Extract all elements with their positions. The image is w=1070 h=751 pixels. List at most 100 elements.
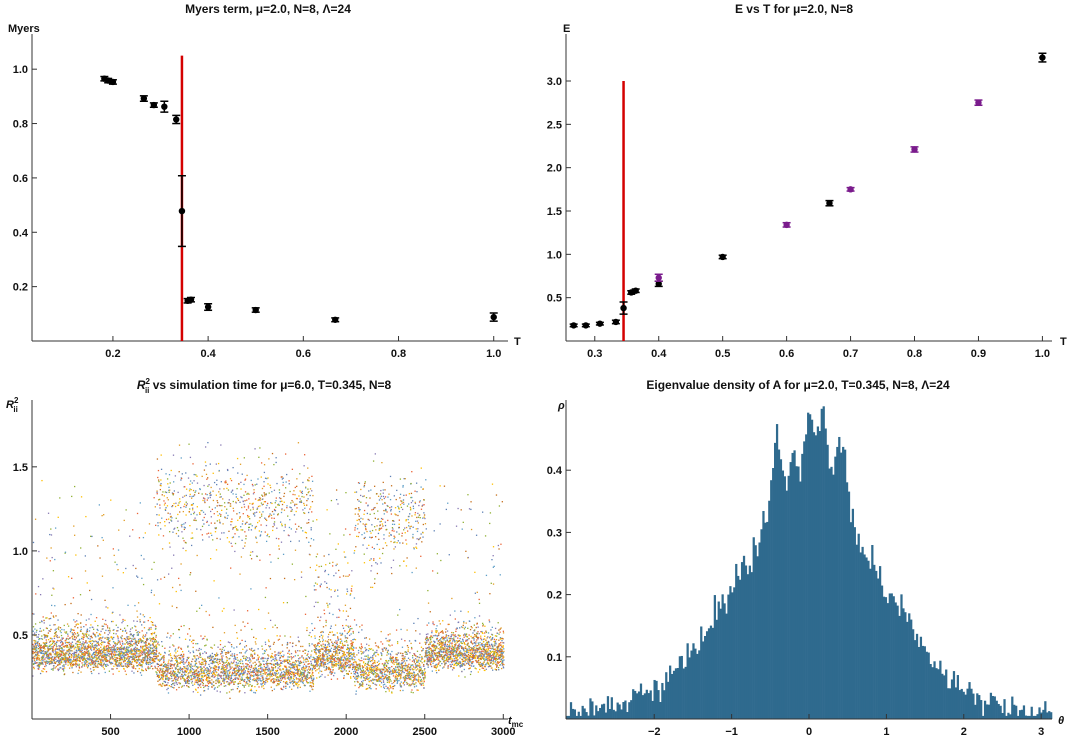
mc-sample-point <box>301 527 302 528</box>
mc-sample-point <box>33 653 34 654</box>
mc-sample-point <box>269 676 270 677</box>
mc-sample-point <box>194 657 195 658</box>
mc-sample-point <box>101 640 102 641</box>
mc-sample-point <box>280 673 281 674</box>
mc-sample-point <box>209 670 210 671</box>
mc-sample-point <box>242 529 243 530</box>
mc-sample-point <box>299 540 300 541</box>
mc-sample-point <box>220 659 221 660</box>
mc-sample-point <box>261 664 262 665</box>
mc-sample-point <box>135 626 136 627</box>
mc-sample-point <box>228 682 229 683</box>
mc-sample-point <box>112 663 113 664</box>
mc-sample-point <box>270 502 271 503</box>
mc-sample-point <box>275 667 276 668</box>
mc-sample-point <box>292 646 293 647</box>
mc-sample-point <box>157 681 158 682</box>
mc-sample-point <box>54 605 55 606</box>
mc-sample-point <box>115 655 116 656</box>
mc-sample-point <box>188 657 189 658</box>
mc-sample-point <box>117 666 118 667</box>
mc-sample-point <box>257 478 258 479</box>
mc-sample-point <box>85 624 86 625</box>
mc-sample-point <box>162 671 163 672</box>
mc-sample-point <box>65 645 66 646</box>
mc-sample-point <box>114 555 115 556</box>
mc-sample-point <box>265 501 266 502</box>
mc-sample-point <box>221 481 222 482</box>
mc-sample-point <box>211 672 212 673</box>
mc-sample-point <box>41 647 42 648</box>
mc-sample-point <box>160 479 161 480</box>
mc-sample-point <box>238 686 239 687</box>
mc-sample-point <box>232 490 233 491</box>
mc-sample-point <box>308 671 309 672</box>
mc-sample-point <box>45 645 46 646</box>
mc-sample-point <box>60 630 61 631</box>
mc-sample-point <box>117 635 118 636</box>
data-point <box>173 116 179 122</box>
mc-sample-point <box>212 675 213 676</box>
mc-sample-point <box>251 649 252 650</box>
mc-sample-point <box>205 493 206 494</box>
mc-sample-point <box>90 645 91 646</box>
mc-sample-point <box>221 496 222 497</box>
mc-sample-point <box>208 675 209 676</box>
mc-sample-point <box>158 481 159 482</box>
mc-sample-point <box>93 667 94 668</box>
mc-sample-point <box>171 516 172 517</box>
mc-sample-point <box>133 636 134 637</box>
mc-sample-point <box>85 647 86 648</box>
mc-sample-point <box>224 506 225 507</box>
mc-sample-point <box>229 683 230 684</box>
mc-sample-point <box>299 657 300 658</box>
mc-sample-point <box>164 521 165 522</box>
mc-sample-point <box>47 663 48 664</box>
mc-sample-point <box>185 683 186 684</box>
mc-sample-point <box>282 661 283 662</box>
mc-sample-point <box>254 448 255 449</box>
mc-sample-point <box>174 685 175 686</box>
mc-sample-point <box>70 631 71 632</box>
mc-sample-point <box>153 624 154 625</box>
mc-sample-point <box>215 661 216 662</box>
mc-sample-point <box>194 474 195 475</box>
mc-sample-point <box>61 657 62 658</box>
data-point <box>783 222 789 228</box>
mc-sample-point <box>133 668 134 669</box>
mc-sample-point <box>214 688 215 689</box>
mc-sample-point <box>111 650 112 651</box>
mc-sample-point <box>280 652 281 653</box>
mc-sample-point <box>152 641 153 642</box>
mc-sample-point <box>254 672 255 673</box>
mc-sample-point <box>150 650 151 651</box>
mc-sample-point <box>205 674 206 675</box>
mc-sample-point <box>297 683 298 684</box>
mc-sample-point <box>268 663 269 664</box>
mc-sample-point <box>238 683 239 684</box>
mc-sample-point <box>87 629 88 630</box>
mc-sample-point <box>227 674 228 675</box>
mc-sample-point <box>236 513 237 514</box>
mc-sample-point <box>160 483 161 484</box>
mc-sample-point <box>167 682 168 683</box>
mc-sample-point <box>110 649 111 650</box>
mc-sample-point <box>300 678 301 679</box>
mc-sample-point <box>83 635 84 636</box>
mc-sample-point <box>70 664 71 665</box>
mc-sample-point <box>265 682 266 683</box>
mc-sample-point <box>159 603 160 604</box>
mc-sample-point <box>76 637 77 638</box>
mc-sample-point <box>142 666 143 667</box>
mc-sample-point <box>193 669 194 670</box>
mc-sample-point <box>50 641 51 642</box>
mc-sample-point <box>276 679 277 680</box>
mc-sample-point <box>172 505 173 506</box>
myers-xlabel: T <box>514 336 521 348</box>
mc-sample-point <box>220 538 221 539</box>
mc-sample-point <box>140 647 141 648</box>
mc-sample-point <box>291 653 292 654</box>
mc-sample-point <box>91 536 92 537</box>
mc-sample-point <box>197 682 198 683</box>
